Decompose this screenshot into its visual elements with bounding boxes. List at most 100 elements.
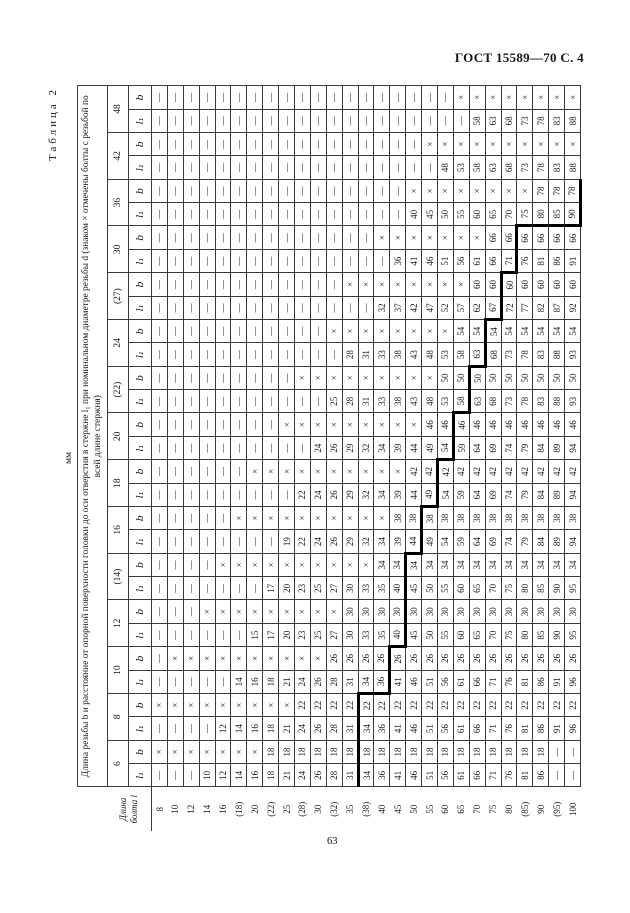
cell-b: × [373,226,390,250]
cell-b: × [421,132,438,156]
cell-l1: 63 [485,155,502,180]
cell-b: 26 [421,646,438,671]
cell-b: — [230,319,247,343]
table-row: (28) 24 18 24 22 24 × 23 × 23 × 22 × 22 × — × — × — — — — — — — — —… [294,85,311,832]
cell-l1: 28 [326,670,343,694]
cell-b: — [151,600,168,624]
cell-b: × [389,459,406,484]
cell-l1: 21 [278,716,295,741]
cell-b: × [469,85,486,110]
cell-l1: 34 [358,670,374,694]
cell-b: 34 [548,553,565,577]
cell-l1: — [183,342,200,367]
l1-sublabel: l₁ [128,342,152,367]
cell-b: × [437,132,454,156]
cell-b: — [421,85,438,110]
cell-b: 50 [501,366,517,390]
cell-b: 54 [453,319,470,343]
cell-l1: — [262,389,279,413]
cell-b: × [389,319,406,343]
cell-l1: 34 [373,483,390,507]
cell-b: × [326,366,343,390]
cell-l1: 43 [405,342,422,367]
cell-b: 54 [532,319,549,343]
cell-b: 22 [485,693,502,717]
cell-b: 46 [421,413,438,437]
cell-b: 34 [389,553,406,577]
length-label: 100 [567,802,578,817]
cell-b: 30 [516,600,533,624]
cell-b: 66 [548,226,565,250]
diameter-header: 16 [107,506,129,554]
cell-l1: — [167,389,184,413]
cell-b: 22 [421,693,438,717]
cell-b: — [310,85,327,110]
cell-b: × [485,179,502,203]
cell-b: × [246,740,263,764]
cell-l1: 39 [389,529,406,554]
cell-b: 18 [294,740,311,764]
cell-l1: — [262,155,279,180]
cell-b: — [246,132,263,156]
cell-l1: 49 [421,436,438,460]
cell-l1: — [294,296,311,320]
cell-l1: 79 [516,483,533,507]
table-row: (32) 28 18 28 22 28 26 27 × 27 × 26 × 26 × 26 × 25 × — × — — — —… [326,85,343,832]
cell-l1: — [151,483,168,507]
cell-b: 18 [421,740,438,764]
diameter-header: 6 [107,740,129,787]
l1-sublabel: l₁ [128,436,152,460]
cell-l1: 86 [548,249,565,273]
cell-l1: 25 [310,576,327,600]
cell-b: 26 [548,646,565,671]
cell-b: 38 [405,506,422,530]
cell-l1: — [246,202,263,226]
cell-b: — [326,85,343,110]
cell-b: 34 [405,553,422,577]
length-label: 12 [186,804,197,814]
cell-b: × [358,366,374,390]
cell-l1: 84 [532,436,549,460]
length-label: 35 [345,804,356,814]
cell-b: — [358,85,374,110]
cell-b: × [215,693,231,717]
cell-l1: 59 [453,483,470,507]
cell-b: 26 [342,646,359,671]
cell-b: × [342,319,359,343]
cell-l1: 28 [342,389,359,413]
cell-b: × [215,600,231,624]
cell-b: 26 [326,646,343,671]
cell-l1: 29 [342,483,359,507]
cell-l1: 16 [246,763,263,787]
cell-b: — [167,506,184,530]
cell-b: 38 [485,506,502,530]
cell-b: × [469,179,486,203]
table-caption: Таблица 2 [47,87,59,162]
length-label: 80 [504,804,515,814]
table-row: (38) 34 18 34 22 34 26 33 30 33 × 32 × 32 × 32 × 31 × 31 × — ×… [358,85,374,832]
cell-l1: 65 [485,202,502,226]
cell-b: — [230,179,247,203]
cell-l1: 63 [469,342,486,367]
cell-l1: 52 [437,296,454,320]
cell-b: 18 [262,740,279,764]
cell-l1: 88 [564,155,581,180]
cell-l1: — [183,623,200,647]
cell-b: — [151,226,168,250]
cell-b: × [342,459,359,484]
cell-b: 26 [389,646,406,671]
diameter-header: 24 [107,319,129,367]
cell-b: 54 [485,319,502,343]
diameter-header: 30 [107,226,129,273]
cell-b: — [199,85,216,110]
cell-l1: — [262,202,279,226]
cell-b: × [310,413,327,437]
cell-b: — [262,272,279,297]
table-row: (22) 18 18 18 × 18 × 17 × 17 × — × — × — — — — — — — — — — — — — — — — [262,85,279,832]
cell-b: — [151,366,168,390]
cell-b: — [215,319,231,343]
cell-b: 22 [342,693,359,717]
cell-b: 26 [532,646,549,671]
cell-b: 42 [516,459,533,484]
cell-l1: 18 [262,716,279,741]
